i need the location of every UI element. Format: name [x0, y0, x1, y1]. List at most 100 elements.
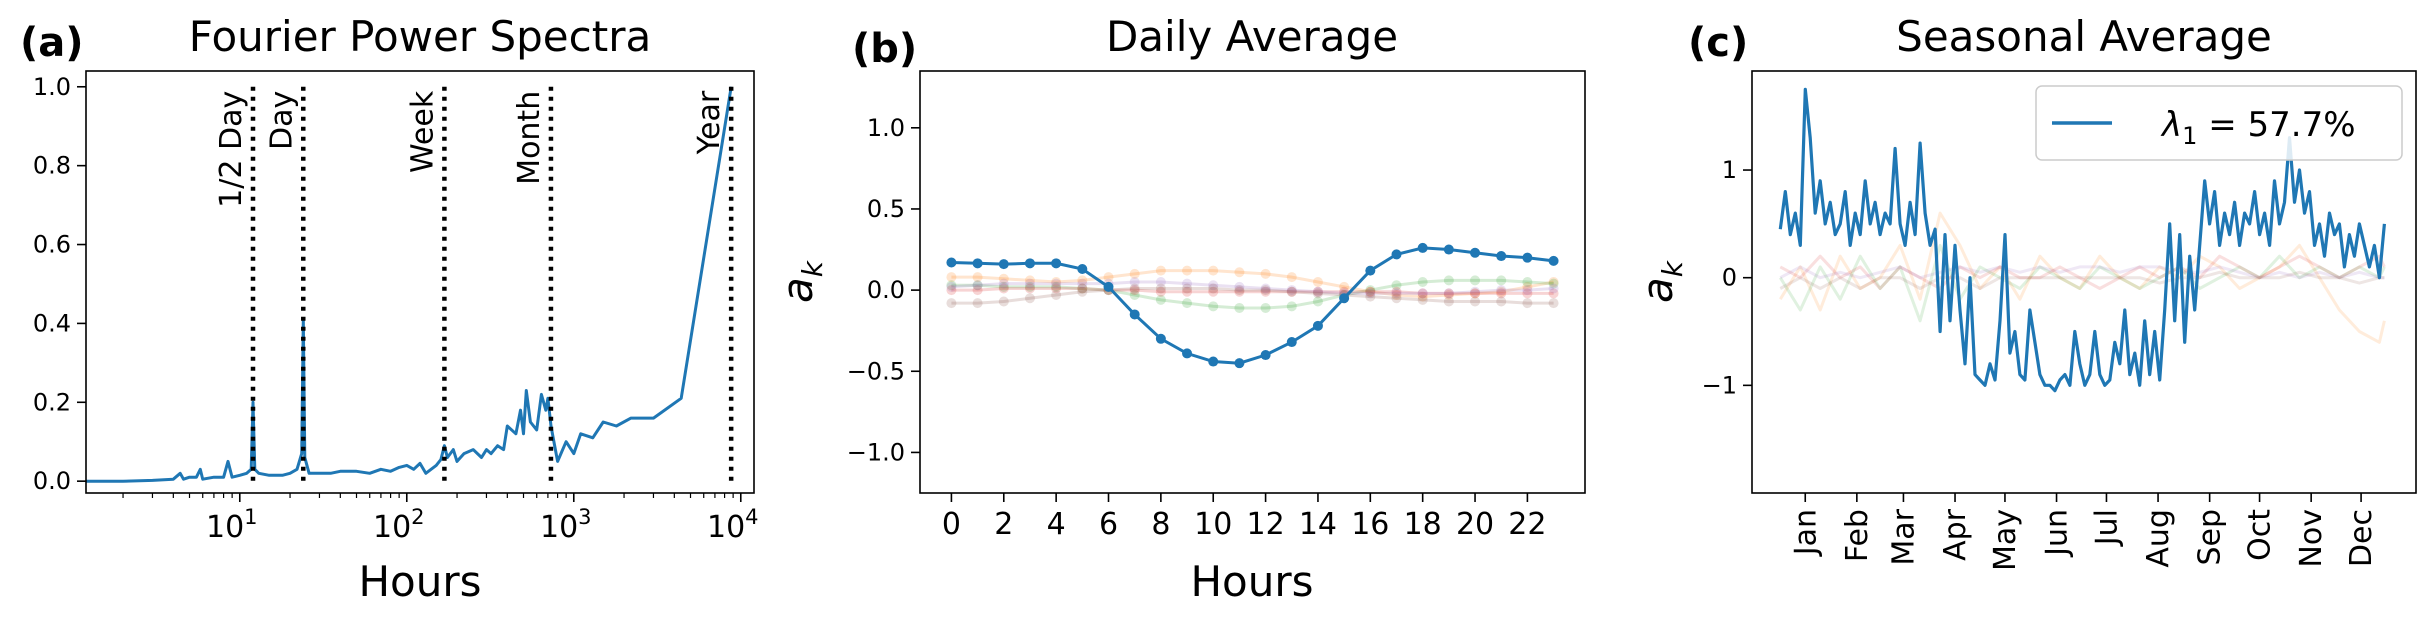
component-faded-point	[1496, 285, 1507, 296]
component-faded-point	[1522, 298, 1533, 309]
component-1-point	[1522, 252, 1533, 263]
component-1-point	[1103, 281, 1114, 292]
component-faded-point	[972, 280, 983, 291]
component-faded-point	[998, 273, 1009, 284]
component-faded-point	[1470, 275, 1481, 286]
component-faded-point	[1260, 302, 1271, 313]
y-tick-label: 0.6	[33, 231, 71, 259]
panel-a: 101 102 103 104 0.0 0.2 0.4 0.6 0.8 1.0 (a) Four…	[20, 12, 759, 606]
x-tick-label: 4	[1047, 507, 1066, 542]
y-tick-label: 0.0	[867, 276, 905, 304]
x-tick-label: 12	[1246, 507, 1284, 542]
component-faded-point	[1391, 286, 1402, 297]
component-faded-line	[951, 278, 1554, 310]
component-faded-point	[1077, 286, 1088, 297]
component-faded-point	[1234, 281, 1245, 292]
component-1-point	[1312, 320, 1323, 331]
component-faded-line	[1779, 243, 2386, 323]
component-1-point	[1286, 337, 1297, 348]
component-faded-line	[1779, 211, 2386, 344]
x-tick-label: 101	[206, 505, 258, 545]
panel-b-title: Daily Average	[1106, 12, 1398, 61]
x-tick-label: Apr	[1938, 508, 1973, 561]
component-faded-point	[1312, 296, 1323, 307]
component-1-line	[951, 246, 1554, 365]
component-faded-point	[1365, 288, 1376, 299]
x-tick-label: Aug	[2141, 509, 2176, 568]
component-faded-point	[1391, 293, 1402, 304]
component-faded-point	[1129, 277, 1140, 287]
component-faded-point	[1129, 285, 1140, 296]
component-faded-point	[1548, 298, 1559, 309]
component-faded-point	[1155, 283, 1166, 294]
component-faded-point	[1103, 272, 1114, 283]
component-faded-point	[1417, 288, 1428, 299]
period-label: Week	[405, 90, 440, 173]
component-faded-point	[1548, 277, 1559, 287]
x-tick-label: May	[1988, 509, 2023, 571]
component-faded-point	[1260, 268, 1271, 279]
component-faded-point	[1496, 288, 1507, 299]
component-1-point	[1339, 293, 1350, 304]
component-faded-point	[1522, 285, 1533, 296]
component-faded-point	[1129, 283, 1140, 294]
component-1-point	[1391, 249, 1402, 260]
component-faded-point	[1339, 281, 1350, 292]
y-tick-label: 0	[1722, 264, 1737, 292]
y-tick-label: −1	[1702, 371, 1737, 399]
component-faded-point	[1470, 296, 1481, 307]
component-faded-point	[1208, 280, 1219, 291]
component-faded-point	[1234, 302, 1245, 313]
x-tick-label: 103	[540, 505, 592, 545]
x-tick-label: 104	[707, 505, 759, 545]
period-label: Month	[512, 91, 547, 185]
component-1-point	[1548, 255, 1559, 266]
component-1-point	[946, 257, 957, 268]
component-faded-point	[1443, 296, 1454, 307]
component-faded-point	[998, 283, 1009, 294]
component-faded-point	[1182, 298, 1193, 309]
component-faded-point	[1443, 288, 1454, 299]
component-faded-point	[1286, 286, 1297, 297]
component-faded-point	[1443, 289, 1454, 300]
panel-c-label: (c)	[1688, 20, 1748, 66]
x-tick-label: Jun	[2040, 509, 2075, 558]
component-faded-point	[946, 285, 957, 296]
component-faded-point	[946, 281, 957, 292]
component-faded-point	[1522, 277, 1533, 287]
x-tick-label: Dec	[2344, 509, 2379, 567]
component-faded-point	[1155, 294, 1166, 305]
component-faded-point	[1234, 267, 1245, 278]
component-faded-point	[1051, 277, 1062, 287]
component-faded-point	[1077, 283, 1088, 294]
x-tick-label: 2	[994, 507, 1013, 542]
component-faded-point	[1496, 286, 1507, 297]
x-tick-label: 6	[1099, 507, 1118, 542]
y-tick-label: −1.0	[847, 438, 905, 466]
component-faded-point	[1260, 283, 1271, 294]
component-faded-point	[1417, 291, 1428, 302]
y-tick-label: 1	[1722, 156, 1737, 184]
panel-b-ylabel: ak	[773, 259, 829, 303]
x-tick-label: 18	[1404, 507, 1442, 542]
panel-b-label: (b)	[852, 26, 917, 72]
panel-a-frame	[85, 70, 755, 494]
component-faded-point	[1365, 291, 1376, 302]
component-1-point	[1470, 247, 1481, 258]
component-faded-point	[1391, 280, 1402, 291]
component-faded-point	[1496, 296, 1507, 307]
x-tick-label: 22	[1508, 507, 1546, 542]
panel-a-label: (a)	[20, 20, 84, 66]
component-1-point	[1234, 358, 1245, 369]
component-faded-point	[972, 280, 983, 291]
component-faded-point	[998, 278, 1009, 289]
component-1-point	[1155, 333, 1166, 344]
component-faded-point	[946, 280, 957, 291]
x-tick-label: Sep	[2193, 509, 2228, 566]
component-faded-point	[1208, 265, 1219, 276]
component-faded-point	[1024, 281, 1035, 292]
component-faded-point	[1024, 293, 1035, 304]
component-faded-line	[1779, 270, 2385, 290]
component-faded-point	[1024, 275, 1035, 286]
